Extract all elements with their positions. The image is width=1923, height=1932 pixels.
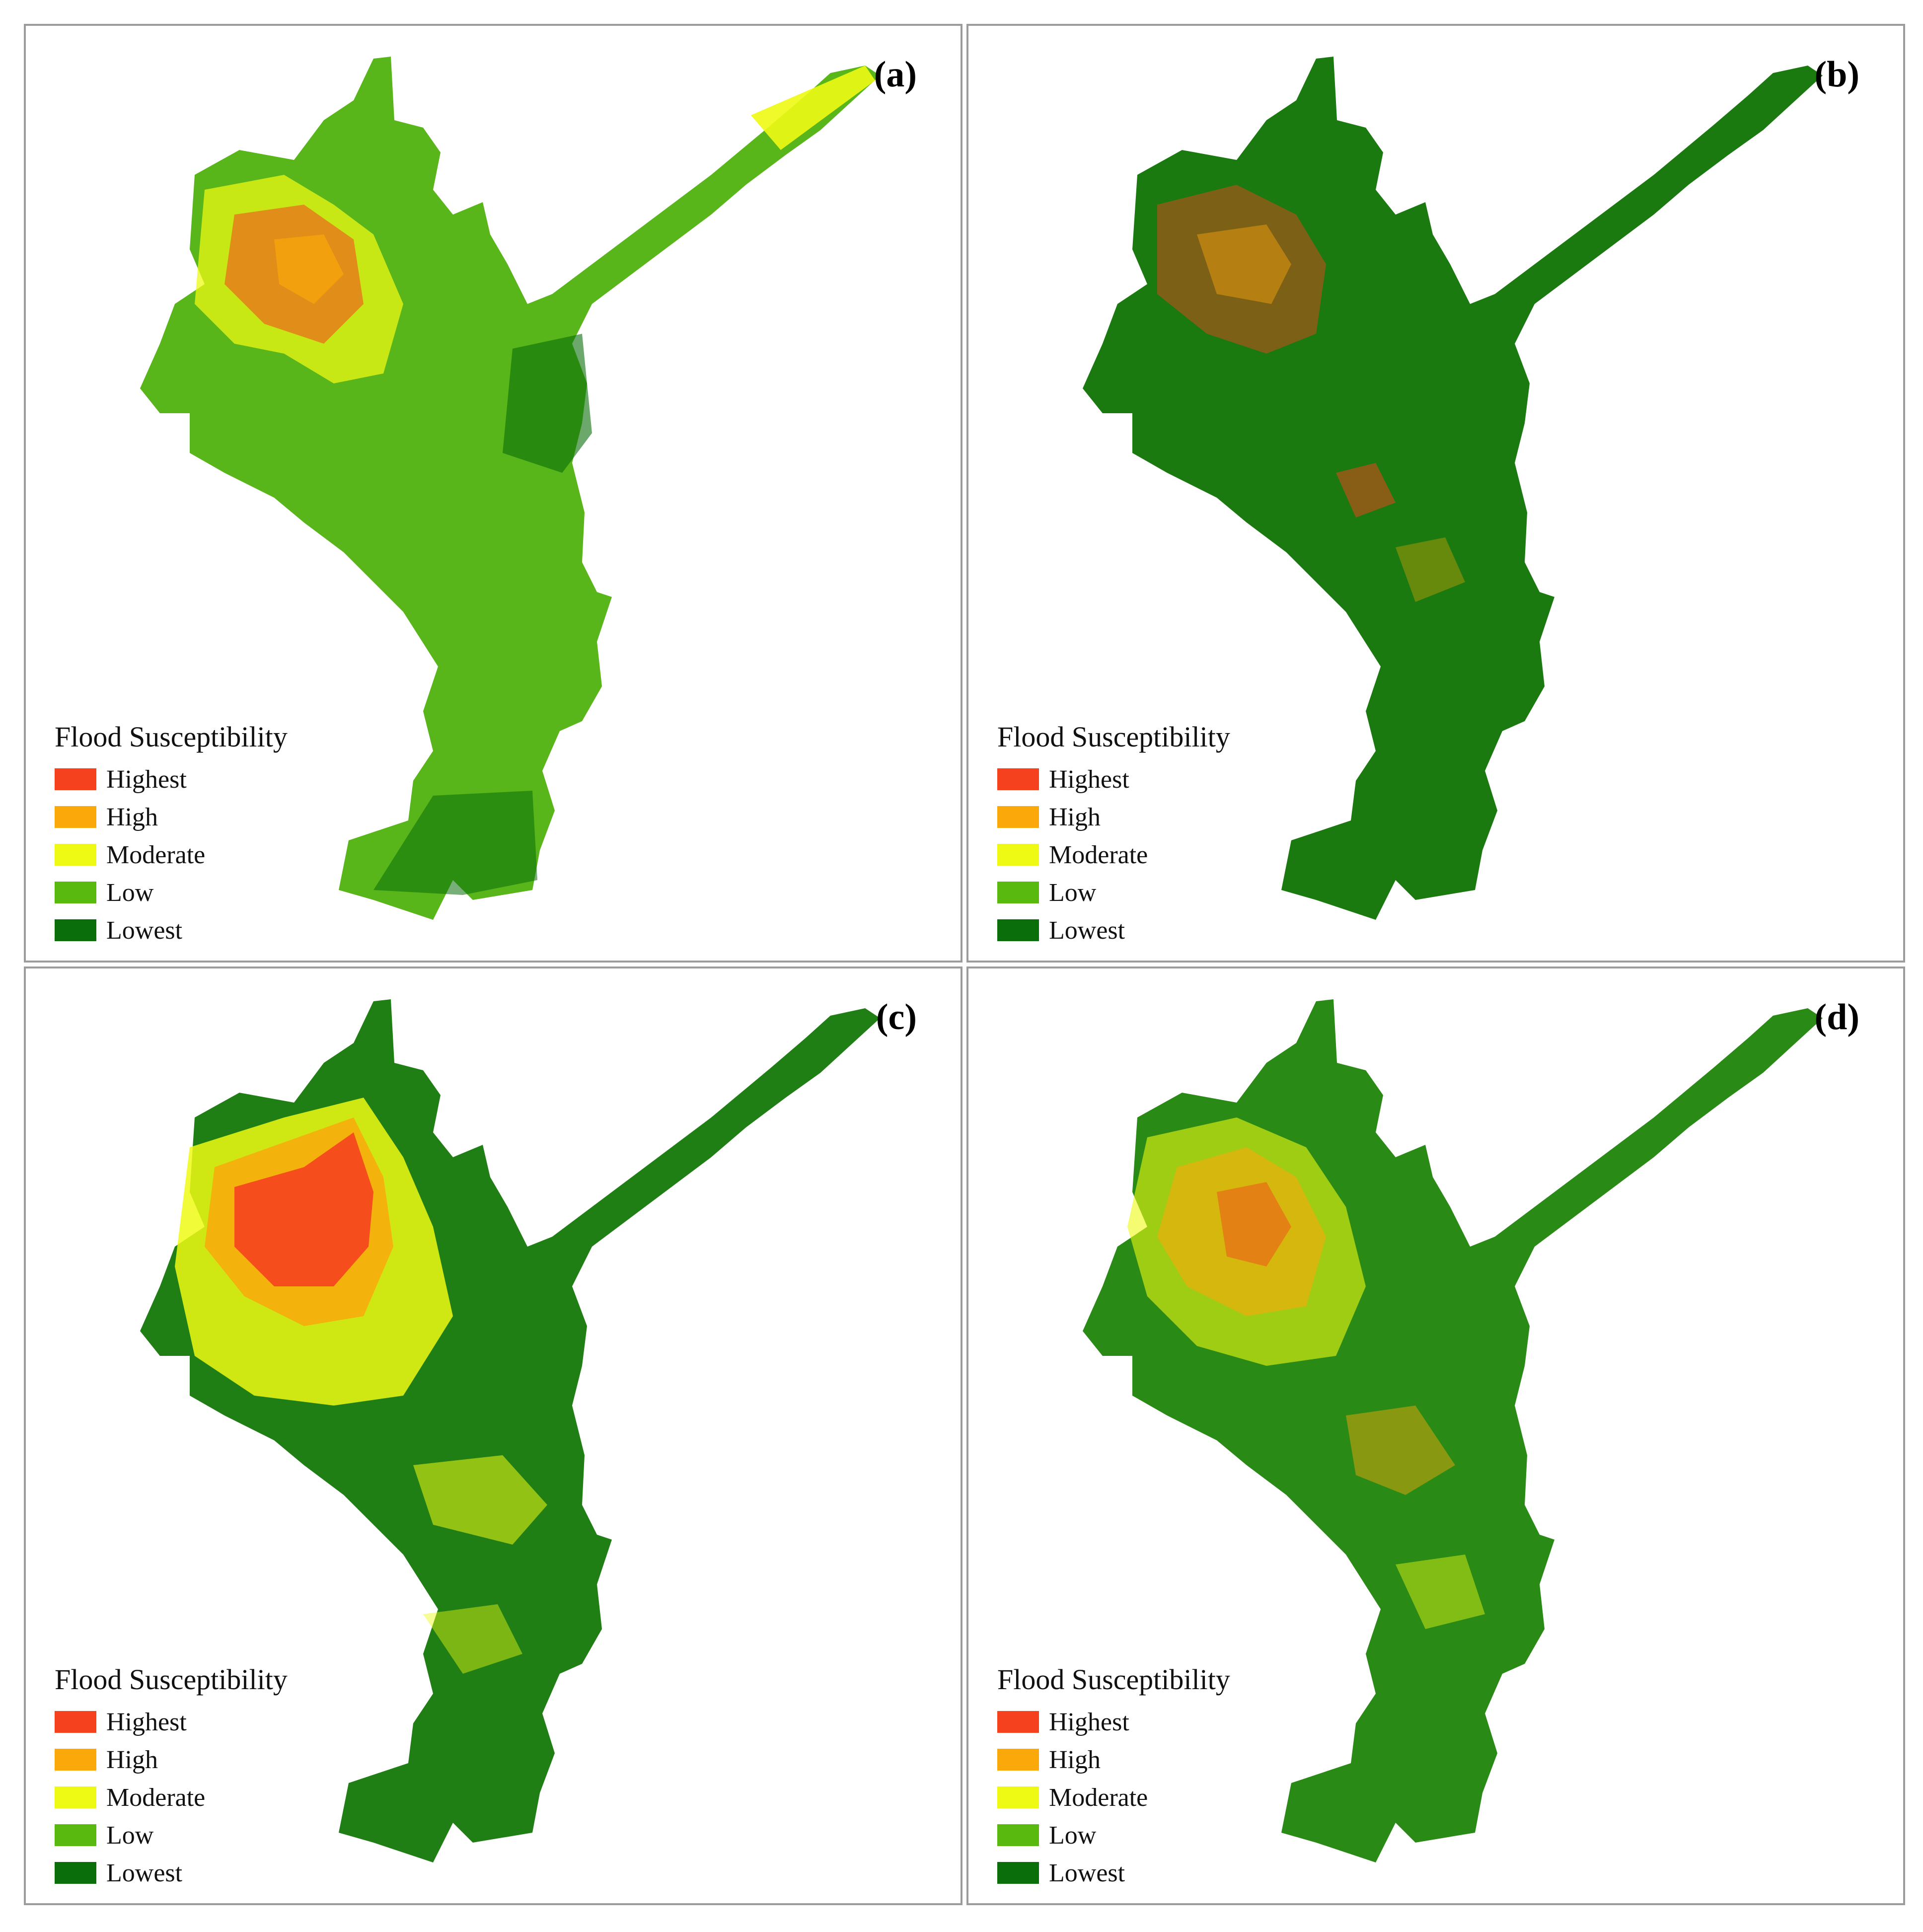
legend-label: Moderate — [106, 840, 206, 869]
legend-item-high: High — [55, 1741, 288, 1779]
legend-label: High — [1049, 1745, 1101, 1774]
legend-label: Lowest — [106, 1858, 183, 1887]
legend-item-highest: Highest — [55, 760, 288, 798]
map-panel-d: (d) Flood Susceptibility Highest High Mo… — [966, 966, 1905, 1905]
legend-title: Flood Susceptibility — [997, 1663, 1230, 1696]
legend-swatch — [997, 1862, 1039, 1884]
legend-label: Moderate — [1049, 840, 1148, 869]
legend-label: Highest — [106, 1708, 187, 1736]
legend-item-lowest: Lowest — [55, 1854, 288, 1892]
legend-swatch — [55, 882, 96, 903]
panel-label: (b) — [1814, 54, 1859, 95]
flood-map-b — [1083, 57, 1823, 920]
legend-swatch — [997, 1824, 1039, 1846]
legend-swatch — [997, 919, 1039, 941]
legend-item-lowest: Lowest — [55, 911, 288, 949]
legend-item-moderate: Moderate — [55, 836, 288, 874]
legend-swatch — [997, 768, 1039, 790]
legend: Flood Susceptibility Highest High Modera… — [55, 1663, 288, 1892]
legend-item-low: Low — [997, 1816, 1230, 1854]
legend-label: Lowest — [106, 916, 183, 945]
legend-swatch — [997, 1711, 1039, 1733]
legend-label: Low — [1049, 1821, 1097, 1850]
legend-swatch — [55, 844, 96, 866]
legend-item-low: Low — [55, 874, 288, 911]
flood-map-d — [1083, 999, 1823, 1862]
flood-map-c — [140, 999, 880, 1862]
legend-swatch — [997, 1749, 1039, 1771]
legend-swatch — [55, 1786, 96, 1808]
legend-label: Low — [106, 1821, 154, 1850]
legend-swatch — [997, 806, 1039, 828]
legend-swatch — [997, 844, 1039, 866]
legend-title: Flood Susceptibility — [55, 1663, 288, 1696]
legend-swatch — [997, 882, 1039, 903]
legend-title: Flood Susceptibility — [55, 721, 288, 753]
legend-swatch — [55, 1711, 96, 1733]
map-panel-a: (a) Flood Susceptibility Highest High Mo… — [24, 24, 962, 963]
panel-label: (c) — [876, 997, 917, 1038]
legend-swatch — [55, 1749, 96, 1771]
legend-label: High — [106, 803, 158, 831]
legend-swatch — [55, 806, 96, 828]
legend-item-moderate: Moderate — [55, 1779, 288, 1816]
panel-label: (d) — [1814, 997, 1859, 1038]
legend-item-high: High — [55, 798, 288, 836]
legend-label: High — [1049, 803, 1101, 831]
legend-item-lowest: Lowest — [997, 1854, 1230, 1892]
legend-label: Moderate — [1049, 1783, 1148, 1812]
legend-item-highest: Highest — [997, 1703, 1230, 1741]
legend-label: Moderate — [106, 1783, 206, 1812]
legend-item-highest: Highest — [997, 760, 1230, 798]
legend-swatch — [55, 919, 96, 941]
legend-swatch — [55, 768, 96, 790]
legend-item-low: Low — [997, 874, 1230, 911]
flood-map-a — [140, 57, 880, 920]
map-panel-c: (c) Flood Susceptibility Highest High Mo… — [24, 966, 962, 1905]
legend-swatch — [55, 1862, 96, 1884]
legend-title: Flood Susceptibility — [997, 721, 1230, 753]
legend-item-low: Low — [55, 1816, 288, 1854]
legend-label: Low — [1049, 878, 1097, 907]
map-panel-b: (b) Flood Susceptibility Highest High Mo… — [966, 24, 1905, 963]
legend: Flood Susceptibility Highest High Modera… — [997, 1663, 1230, 1892]
legend-label: High — [106, 1745, 158, 1774]
legend-label: Highest — [1049, 1708, 1129, 1736]
legend-swatch — [997, 1786, 1039, 1808]
panel-label: (a) — [874, 54, 917, 95]
legend-item-highest: Highest — [55, 1703, 288, 1741]
legend: Flood Susceptibility Highest High Modera… — [55, 720, 288, 949]
legend-item-moderate: Moderate — [997, 1779, 1230, 1816]
legend-item-moderate: Moderate — [997, 836, 1230, 874]
legend-swatch — [55, 1824, 96, 1846]
legend-item-lowest: Lowest — [997, 911, 1230, 949]
legend-label: Highest — [1049, 765, 1129, 794]
legend-label: Highest — [106, 765, 187, 794]
legend-label: Lowest — [1049, 1858, 1125, 1887]
legend-label: Low — [106, 878, 154, 907]
legend-label: Lowest — [1049, 916, 1125, 945]
legend: Flood Susceptibility Highest High Modera… — [997, 720, 1230, 949]
legend-item-high: High — [997, 1741, 1230, 1779]
legend-item-high: High — [997, 798, 1230, 836]
